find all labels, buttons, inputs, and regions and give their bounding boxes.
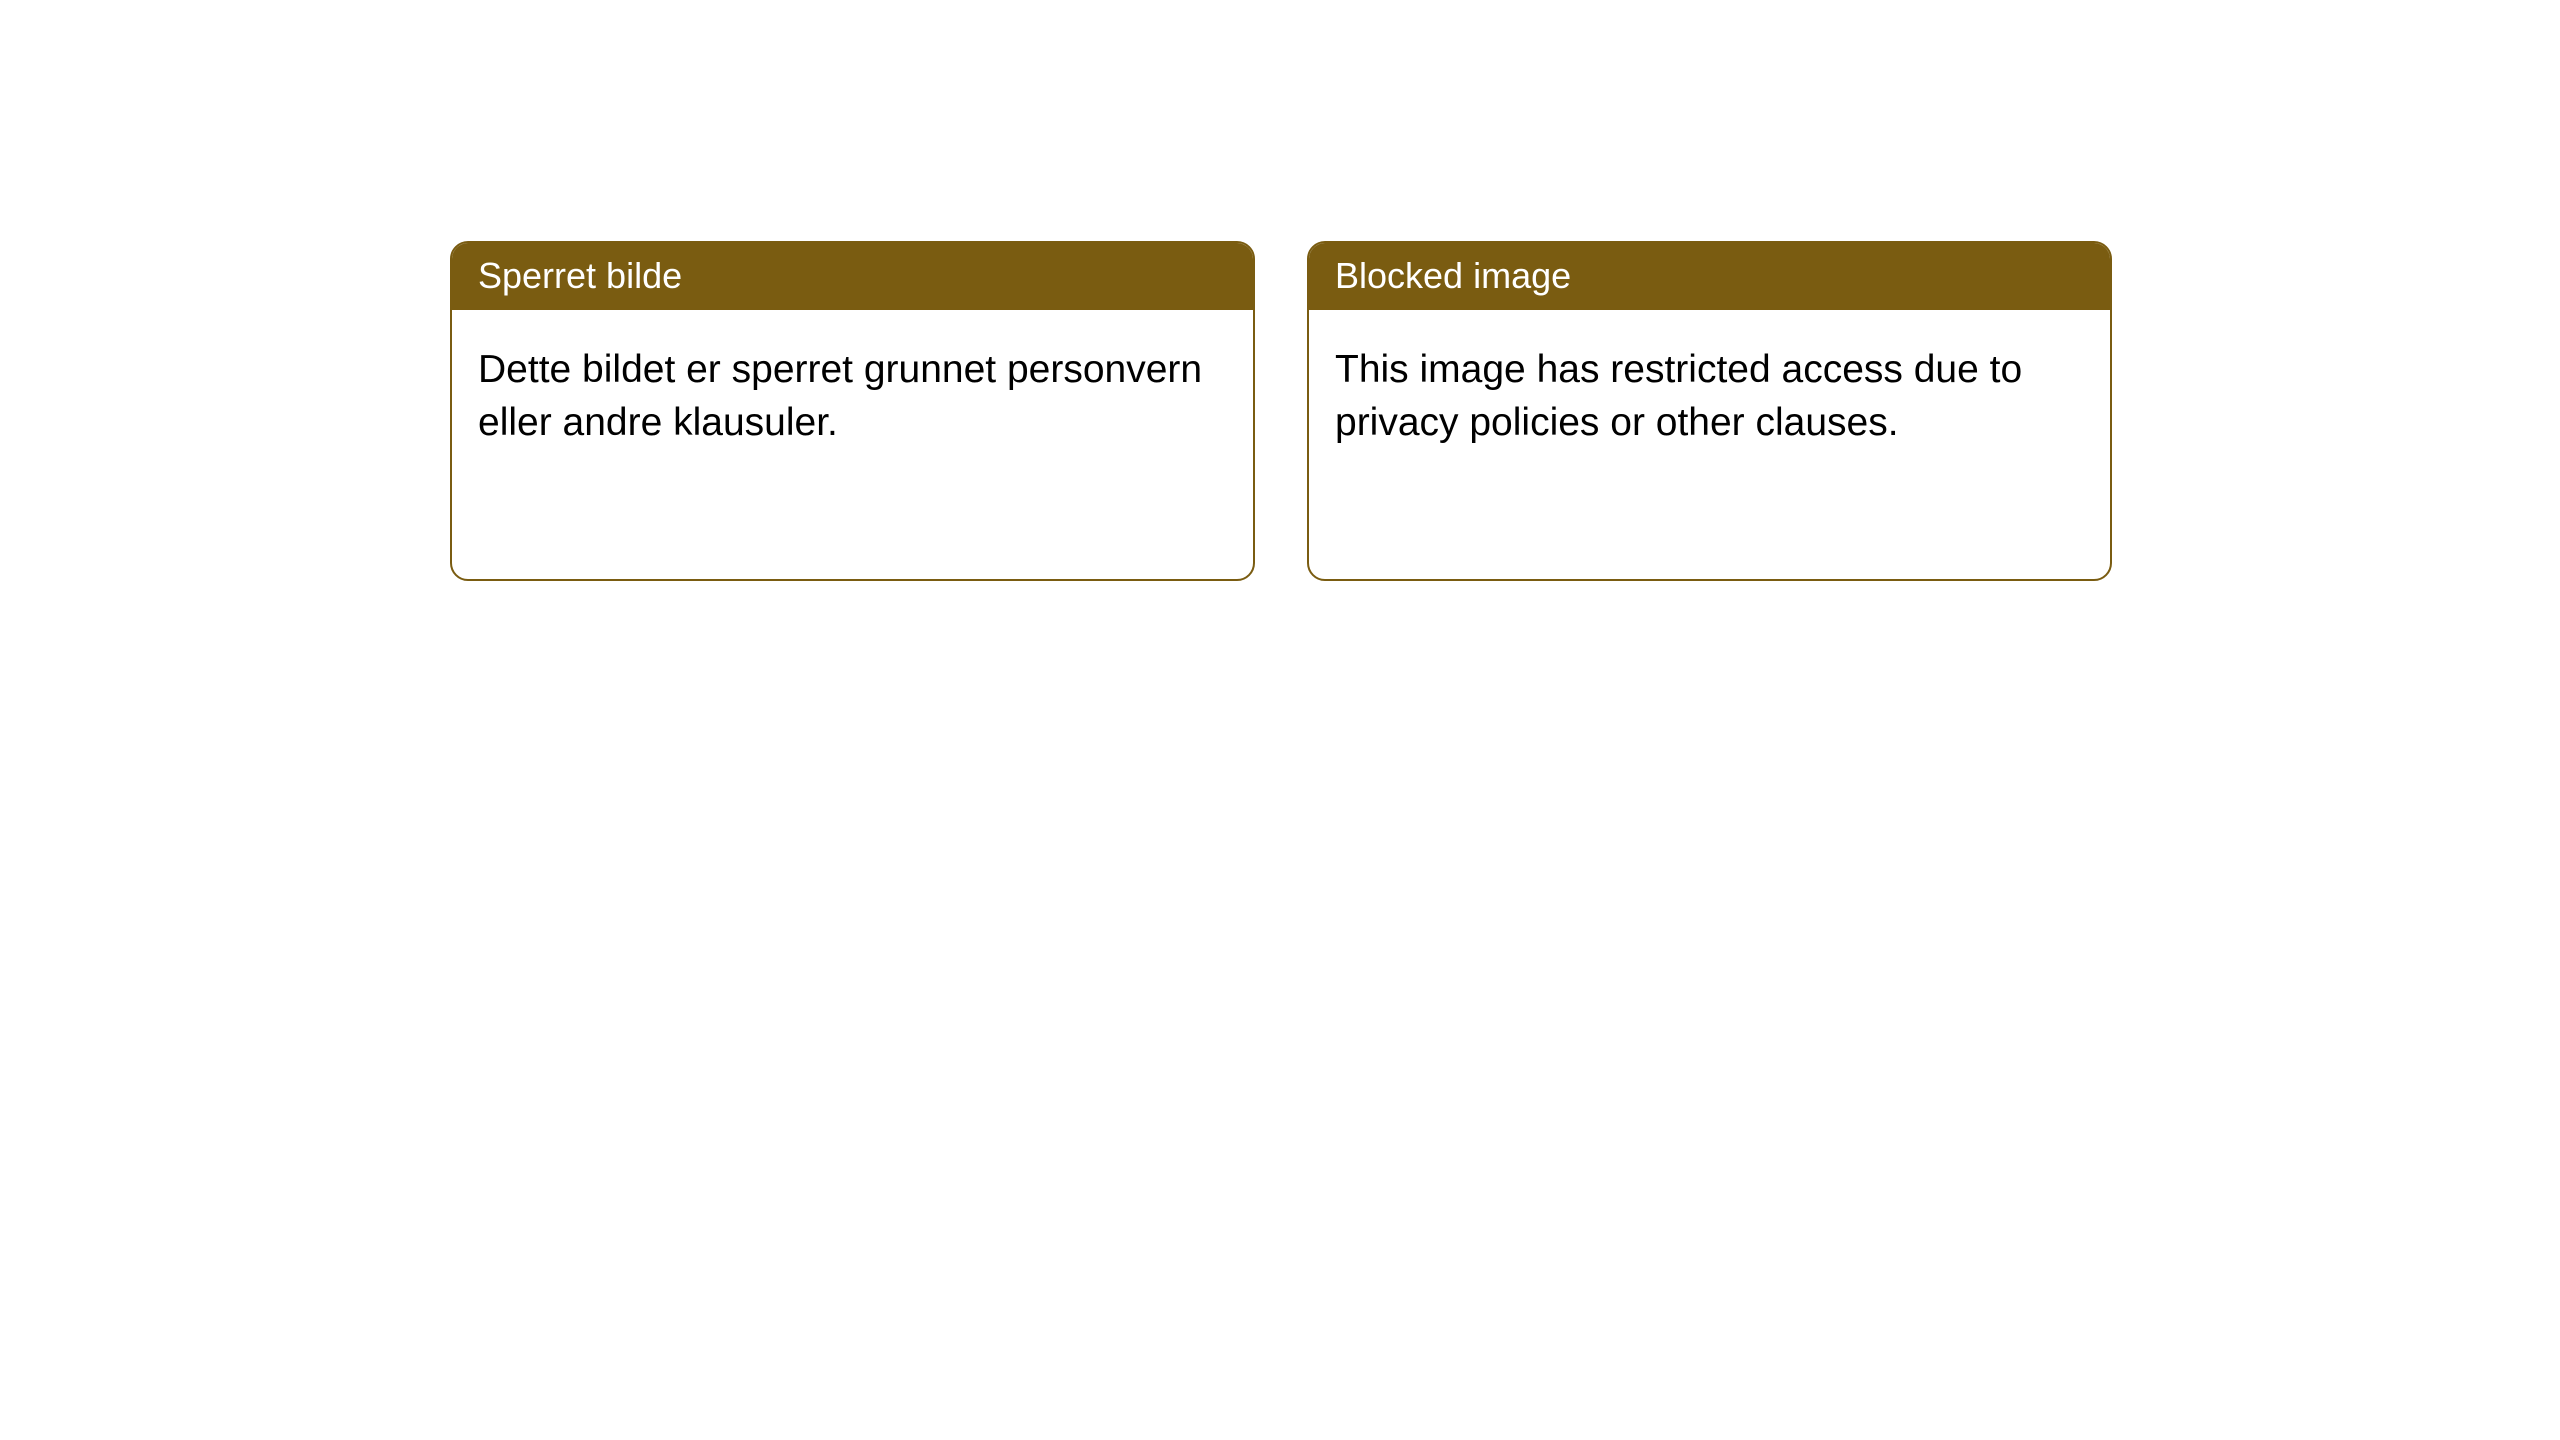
card-body: Dette bildet er sperret grunnet personve… — [452, 310, 1253, 475]
card-header: Blocked image — [1309, 243, 2110, 310]
notice-card-norwegian: Sperret bilde Dette bildet er sperret gr… — [450, 241, 1255, 581]
notice-container: Sperret bilde Dette bildet er sperret gr… — [450, 241, 2112, 581]
card-body: This image has restricted access due to … — [1309, 310, 2110, 475]
notice-card-english: Blocked image This image has restricted … — [1307, 241, 2112, 581]
card-header: Sperret bilde — [452, 243, 1253, 310]
